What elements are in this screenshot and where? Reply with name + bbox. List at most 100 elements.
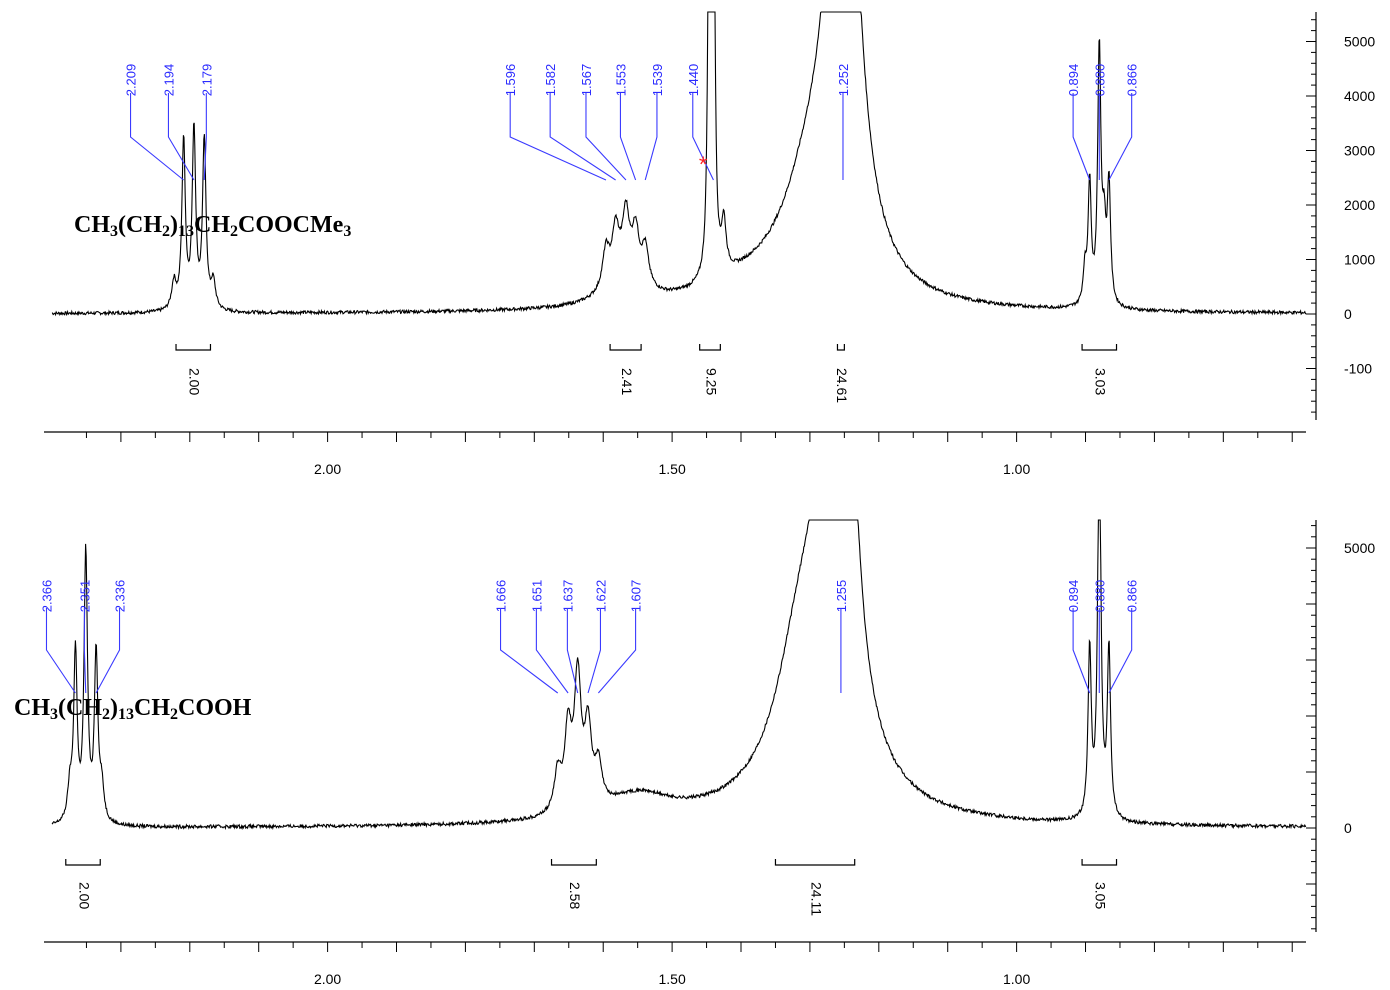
peak-shift-label: 1.637	[560, 580, 575, 613]
peak-shift-label: 2.351	[77, 580, 92, 613]
integral-value: 9.25	[703, 368, 719, 395]
peak-leader-line	[95, 608, 121, 694]
peak-leader-line	[587, 608, 602, 694]
integral-bracket	[175, 344, 212, 351]
peak-leader-line	[692, 93, 714, 181]
y-tick-label: 0	[1344, 306, 1352, 322]
peak-shift-label: 0.866	[1125, 580, 1140, 613]
peak-label-group: 2.366 2.351 2.336	[39, 580, 128, 694]
peak-leader-line	[129, 93, 184, 181]
peak-shift-label: 1.255	[834, 580, 849, 613]
x-tick-label: 1.00	[1003, 461, 1030, 477]
integral-bracket	[699, 344, 721, 351]
peak-label-group: 1.252	[836, 64, 851, 180]
integral-value: 24.61	[834, 368, 850, 403]
y-tick-label: 0	[1344, 820, 1352, 836]
peak-leader-line	[549, 93, 616, 181]
peak-shift-label: 0.894	[1066, 64, 1081, 97]
peak-shift-label: 1.651	[529, 580, 544, 613]
peak-shift-label: 1.440	[686, 64, 701, 97]
peak-shift-label: 2.194	[161, 64, 176, 97]
peak-leader-line	[1108, 608, 1133, 694]
peak-shift-label: 1.666	[494, 580, 509, 613]
impurity-star-marker: *	[699, 152, 708, 177]
integral-bracket	[609, 344, 642, 351]
integral-value: 2.00	[76, 882, 92, 909]
integral-value: 24.11	[808, 882, 824, 916]
peak-shift-label: 1.252	[836, 64, 851, 97]
integral-value: 2.58	[567, 882, 583, 909]
spectrum-trace	[51, 11, 1307, 317]
peak-shift-label: 2.209	[124, 64, 139, 97]
x-tick-label: 1.50	[658, 461, 685, 477]
peak-shift-label: 0.880	[1092, 580, 1107, 613]
integral-bracket	[836, 344, 845, 351]
peak-shift-label: 1.582	[543, 64, 558, 97]
x-tick-label: 1.50	[658, 971, 685, 987]
integral-value: 3.03	[1093, 368, 1109, 395]
peak-label-group: 1.666 1.651 1.637 1.622 1.607	[494, 580, 644, 694]
peak-leader-line	[167, 93, 195, 181]
integral-value: 2.00	[187, 368, 203, 395]
peak-label-group: 1.596 1.582 1.567 1.553 1.539 1.440	[503, 64, 714, 181]
peak-shift-label: 2.366	[39, 580, 54, 613]
peak-leader-line	[499, 608, 559, 694]
integral-region: 3.05	[1081, 859, 1118, 909]
peak-leader-line	[597, 608, 637, 694]
compound-formula: CH3(CH2)13CH2COOH	[14, 695, 252, 723]
peak-leader-line	[535, 608, 569, 694]
y-tick-label: 1000	[1344, 252, 1375, 268]
peak-label-group: 0.894 0.880 0.866	[1066, 64, 1140, 181]
peak-shift-label: 0.880	[1092, 64, 1107, 97]
y-tick-label: 4000	[1344, 88, 1375, 104]
peak-label-group: 2.209 2.194 2.179	[124, 64, 214, 181]
y-tick-label: -100	[1344, 361, 1372, 377]
integral-region: 2.41	[609, 344, 642, 395]
integral-region: 3.03	[1081, 344, 1118, 395]
peak-shift-label: 1.607	[629, 580, 644, 613]
integral-region: 9.25	[699, 344, 721, 395]
peak-shift-label: 1.567	[579, 64, 594, 97]
integral-region: 2.00	[175, 344, 212, 395]
peak-leader-line	[1108, 93, 1133, 181]
spectrum-trace	[51, 519, 1307, 831]
peak-shift-label: 1.622	[593, 580, 608, 613]
peak-shift-label: 2.179	[199, 64, 214, 97]
peak-leader-line	[1072, 93, 1091, 181]
integral-value: 2.41	[619, 368, 635, 395]
integral-region: 2.58	[550, 859, 597, 909]
integral-region: 24.11	[774, 859, 856, 916]
integral-bracket	[550, 859, 597, 866]
peak-shift-label: 1.539	[650, 64, 665, 97]
peak-leader-line	[566, 608, 579, 694]
peak-leader-line	[83, 608, 87, 694]
integral-bracket	[65, 859, 101, 866]
integral-value: 3.05	[1093, 882, 1109, 909]
y-tick-label: 5000	[1344, 540, 1375, 556]
integral-bracket	[774, 859, 856, 866]
integral-region: 2.00	[65, 859, 101, 909]
peak-leader-line	[1072, 608, 1091, 694]
peak-shift-label: 0.894	[1066, 580, 1081, 613]
peak-label-group: 0.894 0.880 0.866	[1066, 580, 1140, 694]
peak-leader-line	[509, 93, 607, 181]
peak-leader-line	[45, 608, 76, 694]
peak-leader-line	[644, 93, 658, 181]
peak-shift-label: 1.596	[503, 64, 518, 97]
y-tick-label: 3000	[1344, 143, 1375, 159]
peak-shift-label: 0.866	[1125, 64, 1140, 97]
integral-bracket	[1081, 859, 1118, 866]
x-tick-label: 2.00	[314, 971, 341, 987]
peak-shift-label: 2.336	[113, 580, 128, 613]
integral-bracket	[1081, 344, 1118, 351]
peak-shift-label: 1.553	[613, 64, 628, 97]
peak-leader-line	[619, 93, 637, 181]
spectrum-panel-1: 2.00 1.50 1.00 5000 4000 3000 2000 1000 0 -100 2.2…	[44, 11, 1375, 477]
peak-label-group: 1.255	[834, 580, 849, 693]
peak-leader-line	[585, 93, 627, 181]
compound-formula: CH3(CH2)13CH2COOCMe3	[74, 212, 351, 240]
peak-leader-line	[203, 93, 207, 181]
integral-region: 24.61	[834, 344, 850, 403]
x-tick-label: 2.00	[314, 461, 341, 477]
